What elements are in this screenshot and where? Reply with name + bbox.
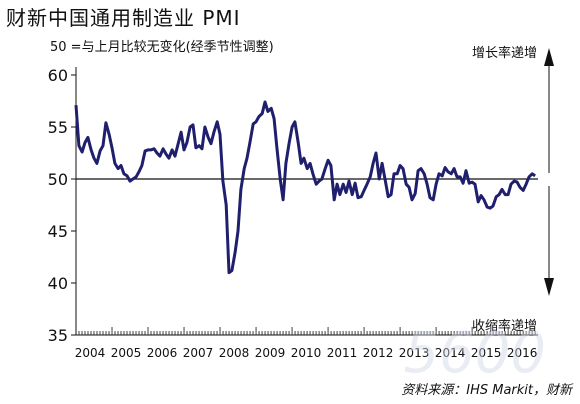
x-tick-label: 2005 bbox=[111, 346, 142, 360]
x-tick-label: 2009 bbox=[255, 346, 286, 360]
y-tick-label: 55 bbox=[48, 118, 68, 137]
x-tick-label: 2014 bbox=[435, 346, 466, 360]
source-note: 资料来源：IHS Markit，财新 bbox=[401, 383, 572, 398]
x-tick-label: 2010 bbox=[291, 346, 322, 360]
x-tick-label: 2013 bbox=[399, 346, 430, 360]
chart-title: 财新中国通用制造业 PMI bbox=[6, 6, 241, 30]
watermark-text: 5600 bbox=[403, 321, 546, 386]
up-arrow-head bbox=[544, 48, 554, 66]
y-tick-label: 60 bbox=[48, 66, 68, 85]
up-label: 增长率递增 bbox=[472, 45, 537, 61]
x-tick-label: 2007 bbox=[183, 346, 214, 360]
down-arrow-head bbox=[544, 278, 554, 296]
y-tick-label: 50 bbox=[48, 170, 68, 189]
x-tick-label: 2015 bbox=[471, 346, 502, 360]
y-tick-label: 40 bbox=[48, 274, 68, 293]
chart-subtitle: 50 =与上月比较无变化(经季节性调整) bbox=[50, 40, 274, 55]
x-tick-label: 2008 bbox=[219, 346, 250, 360]
pmi-series-line bbox=[74, 100, 536, 275]
x-tick-label: 2011 bbox=[327, 346, 358, 360]
down-label: 收缩率递增 bbox=[472, 318, 537, 334]
y-tick-label: 45 bbox=[48, 222, 68, 241]
x-tick-label: 2016 bbox=[507, 346, 538, 360]
y-tick-label: 35 bbox=[48, 326, 68, 345]
x-tick-label: 2012 bbox=[363, 346, 394, 360]
x-tick-label: 2006 bbox=[147, 346, 178, 360]
x-tick-label: 2004 bbox=[75, 346, 106, 360]
